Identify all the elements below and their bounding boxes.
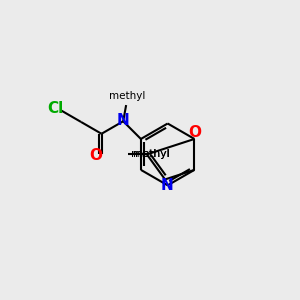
- Text: N: N: [116, 113, 129, 128]
- Text: O: O: [90, 148, 103, 164]
- Text: methyl: methyl: [109, 91, 145, 101]
- Text: methyl: methyl: [133, 148, 170, 158]
- Text: O: O: [188, 125, 202, 140]
- Text: methyl: methyl: [131, 149, 170, 159]
- Text: Cl: Cl: [47, 101, 64, 116]
- Text: N: N: [160, 178, 173, 194]
